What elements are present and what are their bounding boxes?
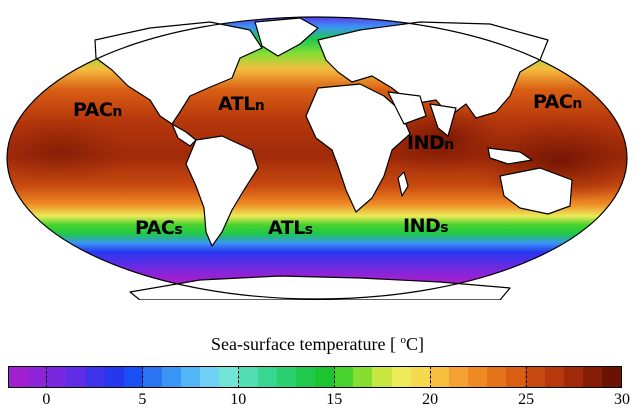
colorbar-tick-label: 0 — [42, 391, 51, 408]
colorbar-tick-line — [334, 366, 336, 388]
label-pacs: PACs — [135, 217, 182, 239]
colorbar-cell — [257, 367, 277, 387]
colorbar-tick-label: 15 — [326, 391, 343, 408]
colorbar-ticks: 0 5 10 15 20 25 30 — [8, 366, 630, 416]
colorbar — [8, 366, 622, 388]
colorbar-cell — [219, 367, 239, 387]
colorbar-cell — [372, 367, 392, 387]
colorbar-cell — [123, 367, 143, 387]
colorbar-cell — [28, 367, 48, 387]
region-labels: PACn ATLn PACn INDn PACs ATLs INDs — [73, 91, 582, 239]
colorbar-cell — [334, 367, 354, 387]
colorbar-tick-line — [142, 366, 144, 388]
colorbar-cell — [506, 367, 526, 387]
colorbar-tick-label: 5 — [138, 391, 147, 408]
colorbar-cell — [66, 367, 86, 387]
arabia — [387, 91, 427, 125]
colorbar-cell — [410, 367, 430, 387]
label-atln: ATLn — [218, 93, 264, 115]
colorbar-cell — [162, 367, 182, 387]
colorbar-title: Sea-surface temperature [ oC] — [211, 334, 424, 354]
colorbar-tick-line — [430, 366, 432, 388]
colorbar-cell — [525, 367, 545, 387]
antarctica — [129, 275, 511, 300]
land-masses — [94, 17, 573, 300]
colorbar-tick-line — [46, 366, 48, 388]
africa — [305, 83, 411, 213]
colorbar-cell — [85, 367, 105, 387]
north-america — [94, 21, 263, 125]
colorbar-cell — [544, 367, 564, 387]
colorbar-cell — [295, 367, 315, 387]
label-pacn-east: PACn — [533, 91, 582, 113]
greenland — [254, 17, 319, 57]
australia — [499, 167, 573, 215]
colorbar-cell — [563, 367, 583, 387]
colorbar-cell — [582, 367, 602, 387]
colorbar-cell — [353, 367, 373, 387]
colorbar-tick-label: 30 — [614, 391, 630, 408]
colorbar-tick-line — [526, 366, 528, 388]
colorbar-cell — [391, 367, 411, 387]
colorbar-cell — [429, 367, 449, 387]
label-indn: INDn — [407, 132, 454, 154]
colorbar-tick-label: 10 — [230, 391, 247, 408]
colorbar-tick-label: 20 — [422, 391, 439, 408]
india — [429, 103, 457, 137]
colorbar-cell — [276, 367, 296, 387]
sst-map: PACn ATLn PACn INDn PACs ATLs INDs — [6, 16, 628, 300]
colorbar-cell — [601, 367, 621, 387]
eurasia — [317, 21, 549, 119]
colorbar-cell — [487, 367, 507, 387]
madagascar — [397, 171, 409, 197]
colorbar-tick-line — [238, 366, 240, 388]
colorbar-cell — [468, 367, 488, 387]
colorbar-cell — [47, 367, 67, 387]
indonesia — [487, 147, 533, 165]
colorbar-cell — [238, 367, 258, 387]
label-inds: INDs — [403, 215, 448, 237]
label-atls: ATLs — [268, 217, 313, 239]
colorbar-cell — [200, 367, 220, 387]
south-america — [185, 135, 259, 247]
colorbar-cell — [181, 367, 201, 387]
colorbar-cell — [448, 367, 468, 387]
central-america — [171, 123, 197, 147]
colorbar-tick-label: 25 — [518, 391, 535, 408]
colorbar-cell — [104, 367, 124, 387]
globe-outline — [6, 16, 628, 300]
colorbar-cell — [315, 367, 335, 387]
colorbar-cell — [9, 367, 29, 387]
colorbar-cell — [142, 367, 162, 387]
label-pacn: PACn — [73, 99, 122, 121]
